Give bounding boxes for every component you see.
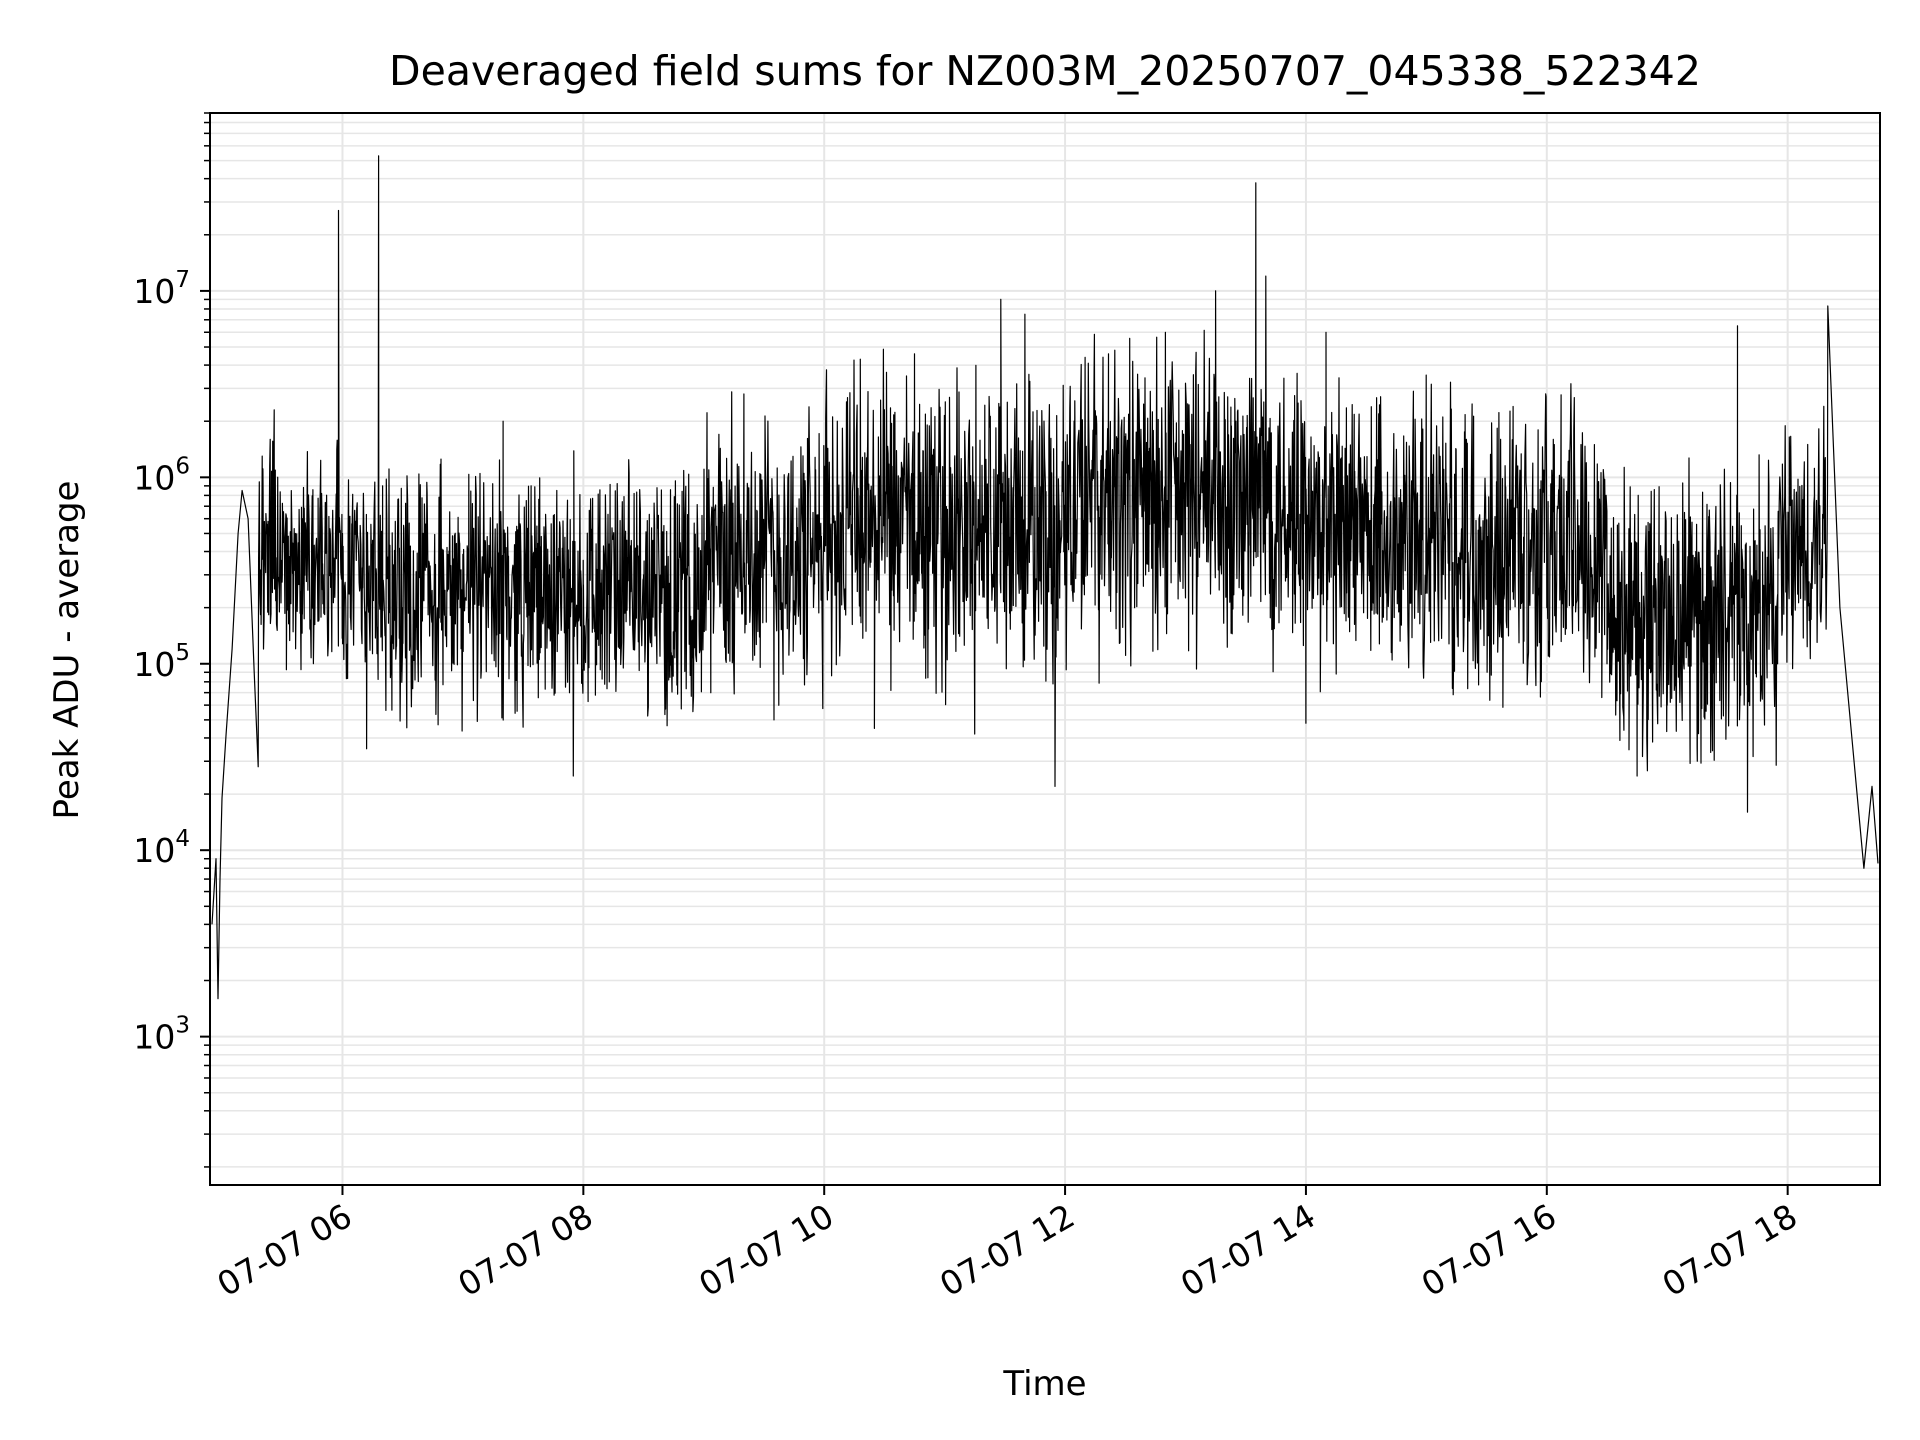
y-tick-label: 107 [133,267,190,311]
y-tick-label: 106 [133,453,190,497]
y-tick-label: 105 [133,640,190,684]
x-axis-label: Time [1002,1364,1086,1404]
chart-title: Deaveraged field sums for NZ003M_2025070… [389,47,1701,95]
y-tick-label: 104 [133,826,190,870]
series-line [211,155,1879,1000]
plot-frame [209,112,1881,1186]
y-axis-label: Peak ADU - average [47,481,87,820]
series-trace [211,155,1879,1000]
grid-lines [210,112,1880,1185]
y-axis-ticks: 103 104 105 106 107 [133,112,210,1168]
y-tick-label: 103 [133,1013,190,1057]
